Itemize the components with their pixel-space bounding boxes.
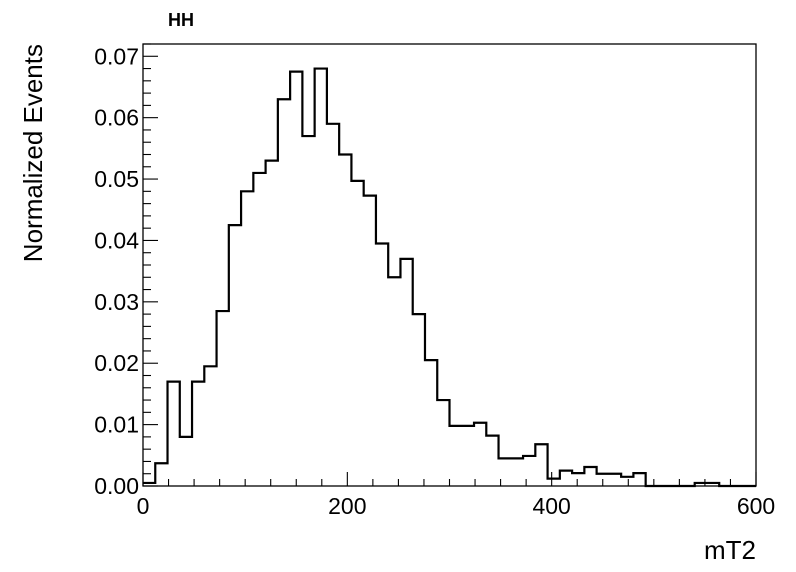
x-tick-label: 400: [532, 493, 570, 519]
y-axis-label: Normalized Events: [18, 44, 48, 262]
y-tick-label: 0.07: [94, 43, 139, 69]
y-tick-label: 0.00: [94, 473, 139, 499]
x-tick-labels: 0 200 400 600: [137, 493, 776, 519]
y-tick-label: 0.02: [94, 350, 139, 376]
axis-ticks: [142, 43, 757, 487]
y-tick-label: 0.05: [94, 166, 139, 192]
y-tick-label: 0.01: [94, 412, 139, 438]
x-axis-label: mT2: [704, 535, 756, 565]
y-tick-label: 0.03: [94, 289, 139, 315]
chart-title: HH: [168, 10, 194, 30]
x-tick-label: 0: [137, 493, 150, 519]
x-tick-label: 200: [328, 493, 366, 519]
x-tick-label: 600: [737, 493, 775, 519]
y-tick-label: 0.06: [94, 105, 139, 131]
y-tick-label: 0.04: [94, 227, 139, 253]
histogram-outline: [143, 67, 756, 488]
y-tick-labels: 0.00 0.01 0.02 0.03 0.04 0.05 0.06 0.07: [94, 43, 139, 499]
